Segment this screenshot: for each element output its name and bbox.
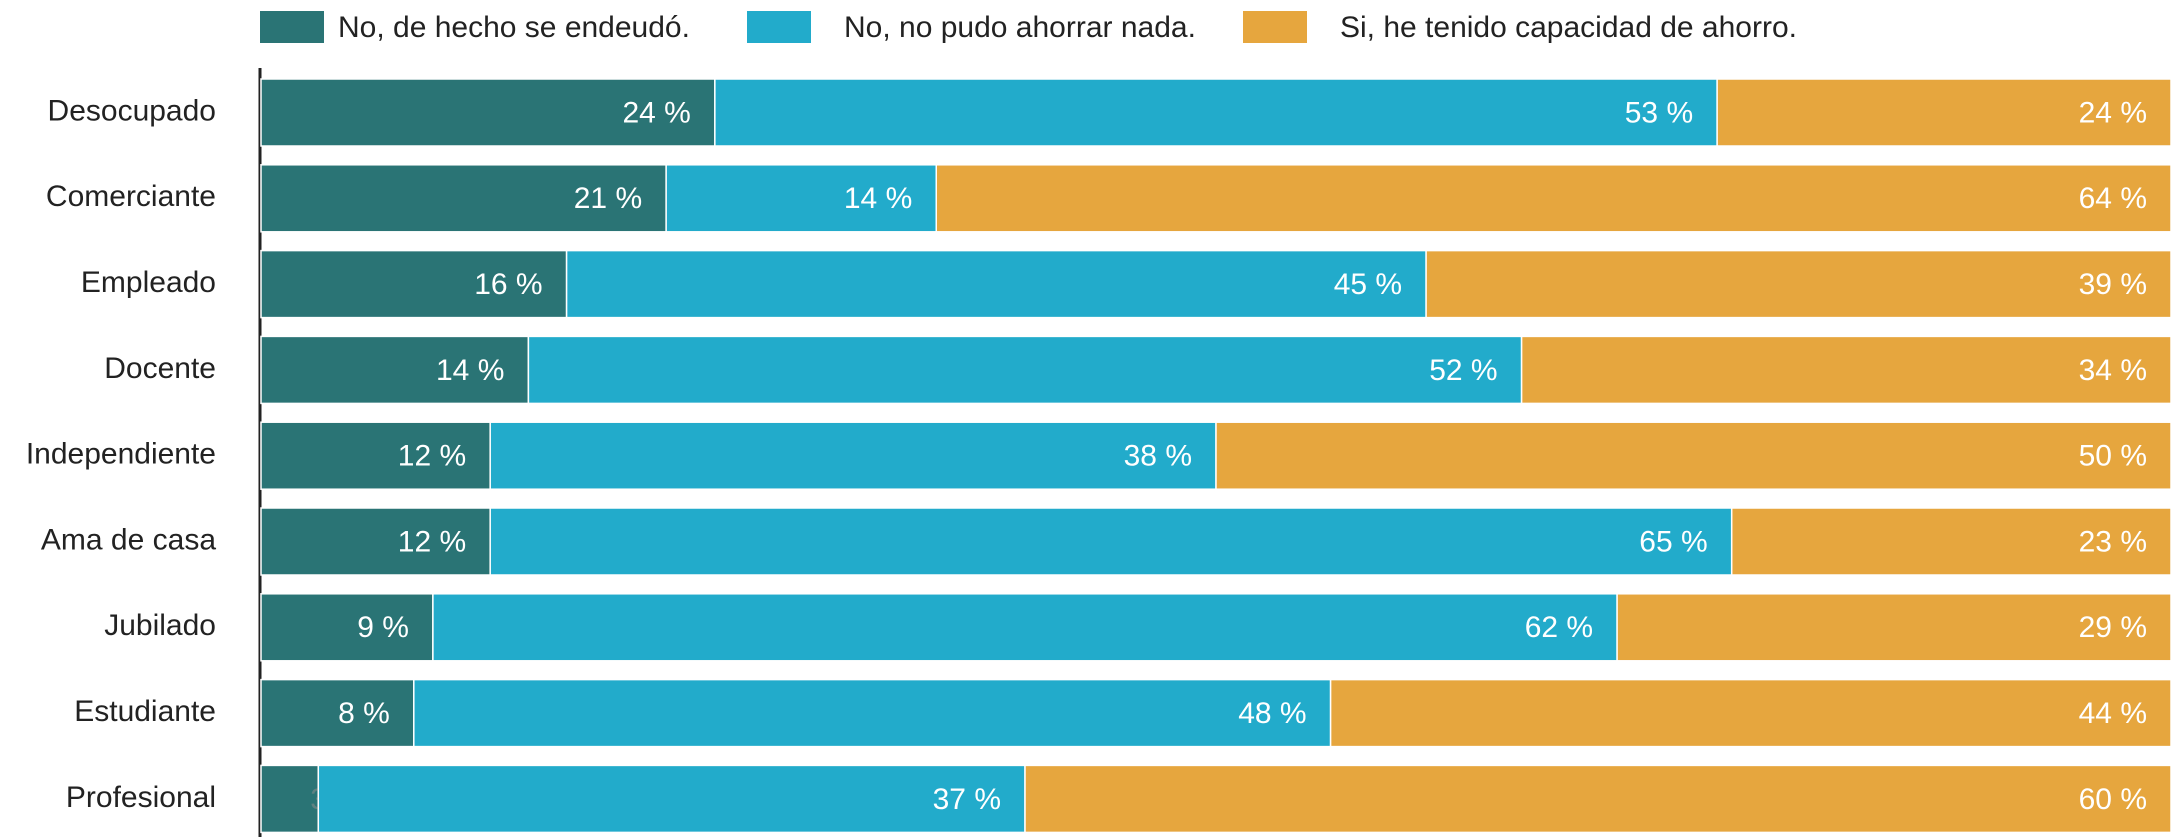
bar-segment xyxy=(260,678,415,748)
value-label: 21 % xyxy=(574,182,642,215)
bar-segment xyxy=(1425,249,2172,319)
bar-segment xyxy=(489,507,1733,576)
y-tick-label: Independiente xyxy=(26,438,216,471)
bar-segment xyxy=(1716,78,2172,147)
bar-segment xyxy=(260,335,530,405)
value-label: 53 % xyxy=(1625,96,1693,129)
value-label: 65 % xyxy=(1639,525,1707,558)
legend-label: Si, he tenido capacidad de ahorro. xyxy=(1340,11,1797,44)
legend-swatch xyxy=(747,11,811,43)
value-label: 16 % xyxy=(474,268,542,301)
y-tick-label: Comerciante xyxy=(46,180,216,213)
value-label: 12 % xyxy=(398,440,466,473)
bar-segment xyxy=(317,764,1026,834)
value-label: 50 % xyxy=(2079,440,2147,473)
bar-segment xyxy=(413,678,1332,748)
bar-segment xyxy=(432,593,1618,662)
legend-swatch xyxy=(1243,11,1307,43)
bar-segment xyxy=(260,164,667,233)
value-label: 29 % xyxy=(2079,611,2147,644)
y-tick-label: Ama de casa xyxy=(41,523,216,556)
value-label: 37 % xyxy=(933,783,1001,816)
y-tick-label: Estudiante xyxy=(74,695,216,728)
bar-segment xyxy=(260,78,716,147)
bar-segment xyxy=(1520,335,2172,405)
y-tick-label: Jubilado xyxy=(104,609,216,642)
value-label: 52 % xyxy=(1429,354,1497,387)
bar-segment xyxy=(1024,764,2172,834)
value-label: 24 % xyxy=(2079,96,2147,129)
bar-segment xyxy=(527,335,1523,405)
value-label: 9 % xyxy=(357,611,409,644)
value-label: 38 % xyxy=(1124,440,1192,473)
value-label: 14 % xyxy=(436,354,504,387)
bar-segment xyxy=(565,249,1427,319)
bar-segment xyxy=(714,78,1718,147)
value-label: 14 % xyxy=(844,182,912,215)
bar-segment xyxy=(489,421,1217,490)
value-label: 45 % xyxy=(1334,268,1402,301)
y-tick-label: Empleado xyxy=(81,266,216,299)
bar-segment xyxy=(935,164,2172,233)
legend-swatch xyxy=(260,11,324,43)
value-label: 34 % xyxy=(2079,354,2147,387)
value-label: 8 % xyxy=(338,697,390,730)
bar-segment xyxy=(260,764,320,834)
y-tick-label: Docente xyxy=(104,352,216,385)
value-label: 62 % xyxy=(1525,611,1593,644)
value-label: 44 % xyxy=(2079,697,2147,730)
value-label: 39 % xyxy=(2079,268,2147,301)
bar-segment xyxy=(1730,507,2172,576)
y-tick-label: Desocupado xyxy=(48,94,216,127)
value-label: 60 % xyxy=(2079,783,2147,816)
value-label: 24 % xyxy=(622,96,690,129)
bar-segment xyxy=(1215,421,2172,490)
legend-label: No, de hecho se endeudó. xyxy=(338,11,690,44)
value-label: 48 % xyxy=(1238,697,1306,730)
value-label: 64 % xyxy=(2079,182,2147,215)
bar-segment xyxy=(1616,593,2172,662)
bar-segment xyxy=(1329,678,2172,748)
y-tick-label: Profesional xyxy=(66,781,216,814)
bar-segment xyxy=(260,593,434,662)
value-label: 23 % xyxy=(2079,525,2147,558)
legend-label: No, no pudo ahorrar nada. xyxy=(844,11,1196,44)
value-label: 12 % xyxy=(398,525,466,558)
